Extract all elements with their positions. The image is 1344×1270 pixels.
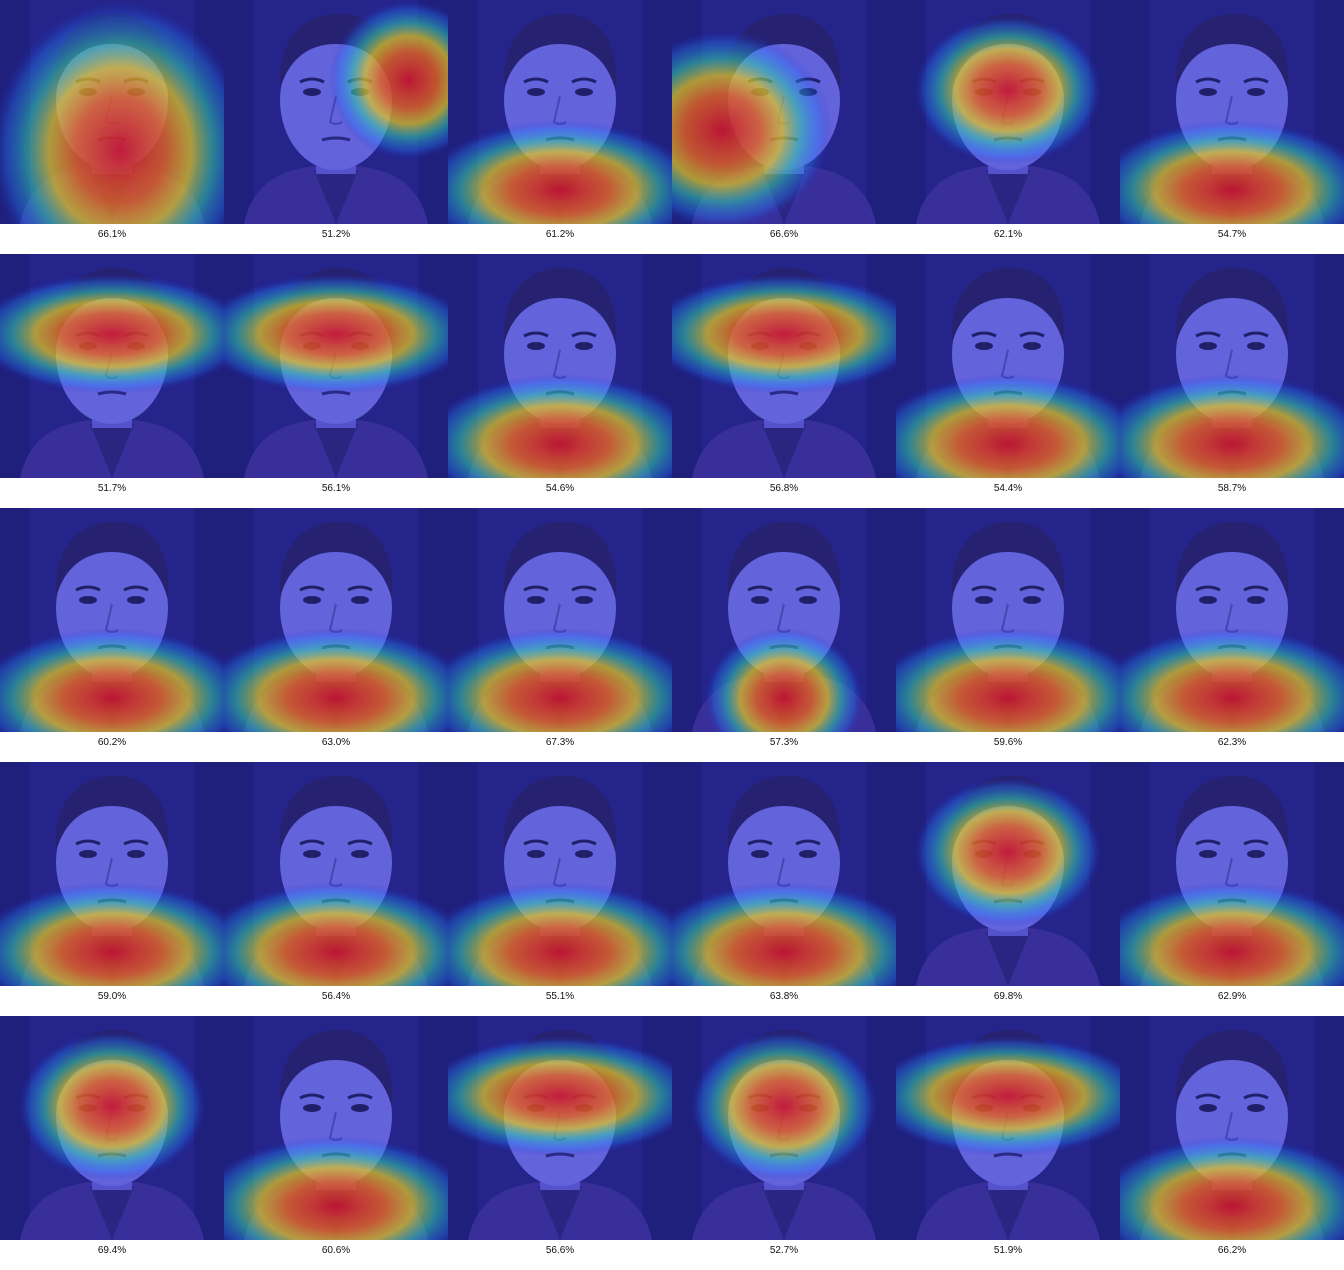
confidence-label: 56.6% [448, 1243, 672, 1259]
attention-heatmap-image [224, 1016, 448, 1240]
attention-heatmap-image [224, 254, 448, 478]
confidence-label: 60.2% [0, 735, 224, 751]
confidence-label: 66.2% [1120, 1243, 1344, 1259]
confidence-label: 55.1% [448, 989, 672, 1005]
confidence-label: 51.7% [0, 481, 224, 497]
attention-heatmap-image [896, 254, 1120, 478]
confidence-label: 66.1% [0, 227, 224, 243]
confidence-label: 51.9% [896, 1243, 1120, 1259]
confidence-label: 56.1% [224, 481, 448, 497]
confidence-label: 60.6% [224, 1243, 448, 1259]
heatmap-cell: 66.2% [1120, 1016, 1344, 1270]
heatmap-cell: 54.6% [448, 254, 672, 508]
confidence-label: 63.8% [672, 989, 896, 1005]
attention-heatmap-image [672, 0, 896, 224]
heatmap-cell: 56.1% [224, 254, 448, 508]
heatmap-cell: 63.0% [224, 508, 448, 762]
heatmap-cell: 66.1% [0, 0, 224, 254]
attention-heatmap-image [448, 762, 672, 986]
heatmap-cell: 52.7% [672, 1016, 896, 1270]
attention-heatmap-image [0, 762, 224, 986]
heatmap-cell: 54.7% [1120, 0, 1344, 254]
heatmap-cell: 63.8% [672, 762, 896, 1016]
heatmap-cell: 69.4% [0, 1016, 224, 1270]
confidence-label: 59.0% [0, 989, 224, 1005]
heatmap-cell: 66.6% [672, 0, 896, 254]
confidence-label: 56.4% [224, 989, 448, 1005]
heatmap-cell: 61.2% [448, 0, 672, 254]
confidence-label: 66.6% [672, 227, 896, 243]
attention-heatmap-image [672, 254, 896, 478]
confidence-label: 54.6% [448, 481, 672, 497]
confidence-label: 54.4% [896, 481, 1120, 497]
heatmap-cell: 56.6% [448, 1016, 672, 1270]
confidence-label: 58.7% [1120, 481, 1344, 497]
confidence-label: 56.8% [672, 481, 896, 497]
confidence-label: 59.6% [896, 735, 1120, 751]
attention-heatmap-image [1120, 1016, 1344, 1240]
confidence-label: 54.7% [1120, 227, 1344, 243]
heatmap-cell: 57.3% [672, 508, 896, 762]
heatmap-cell: 62.1% [896, 0, 1120, 254]
attention-heatmap-image [448, 0, 672, 224]
attention-heatmap-image [896, 762, 1120, 986]
attention-heatmap-image [1120, 254, 1344, 478]
confidence-label: 52.7% [672, 1243, 896, 1259]
heatmap-cell: 51.2% [224, 0, 448, 254]
attention-heatmap-image [1120, 762, 1344, 986]
confidence-label: 63.0% [224, 735, 448, 751]
attention-heatmap-image [672, 762, 896, 986]
attention-heatmap-image [448, 1016, 672, 1240]
attention-heatmap-image [1120, 0, 1344, 224]
heatmap-cell: 56.8% [672, 254, 896, 508]
heatmap-cell: 60.6% [224, 1016, 448, 1270]
attention-heatmap-image [896, 0, 1120, 224]
heatmap-cell: 59.0% [0, 762, 224, 1016]
attention-heatmap-image [0, 0, 224, 224]
confidence-label: 51.2% [224, 227, 448, 243]
attention-heatmap-image [672, 508, 896, 732]
attention-heatmap-image [0, 254, 224, 478]
attention-heatmap-image [0, 1016, 224, 1240]
heatmap-cell: 58.7% [1120, 254, 1344, 508]
attention-heatmap-image [224, 0, 448, 224]
attention-heatmap-image [448, 508, 672, 732]
heatmap-cell: 55.1% [448, 762, 672, 1016]
heatmap-cell: 54.4% [896, 254, 1120, 508]
confidence-label: 62.3% [1120, 735, 1344, 751]
heatmap-cell: 62.9% [1120, 762, 1344, 1016]
confidence-label: 57.3% [672, 735, 896, 751]
heatmap-cell: 62.3% [1120, 508, 1344, 762]
confidence-label: 69.4% [0, 1243, 224, 1259]
attention-heatmap-image [672, 1016, 896, 1240]
attention-heatmap-image [224, 762, 448, 986]
heatmap-cell: 56.4% [224, 762, 448, 1016]
heatmap-cell: 51.7% [0, 254, 224, 508]
confidence-label: 62.1% [896, 227, 1120, 243]
heatmap-cell: 69.8% [896, 762, 1120, 1016]
attention-heatmap-image [1120, 508, 1344, 732]
confidence-label: 67.3% [448, 735, 672, 751]
attention-heatmap-image [896, 1016, 1120, 1240]
attention-heatmap-image [448, 254, 672, 478]
confidence-label: 61.2% [448, 227, 672, 243]
attention-heatmap-image [224, 508, 448, 732]
heatmap-cell: 51.9% [896, 1016, 1120, 1270]
confidence-label: 69.8% [896, 989, 1120, 1005]
attention-heatmap-image [0, 508, 224, 732]
heatmap-cell: 60.2% [0, 508, 224, 762]
heatmap-cell: 59.6% [896, 508, 1120, 762]
confidence-label: 62.9% [1120, 989, 1344, 1005]
heatmap-cell: 67.3% [448, 508, 672, 762]
attention-heatmap-image [896, 508, 1120, 732]
